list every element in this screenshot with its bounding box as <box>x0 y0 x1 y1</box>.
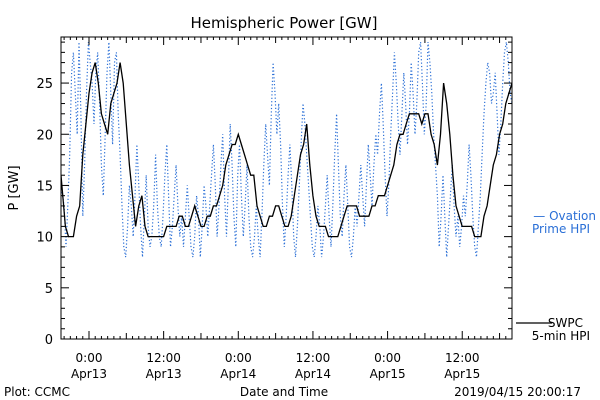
x-axis: 0:00 Apr13 12:00 Apr13 0:00 Apr14 12:00 Apr14 0:… <box>63 37 513 381</box>
series-layer <box>61 41 512 258</box>
series-line-swpc-hpi <box>61 62 512 238</box>
legend-ovation: — Ovation Prime HPI <box>532 209 596 236</box>
chart-title: Hemispheric Power [GW] <box>191 14 378 32</box>
x-tick-label-time: 12:00 <box>296 351 331 365</box>
plot-frame <box>60 36 513 340</box>
x-tick-label-time: 0:00 <box>76 351 103 365</box>
x-tick-label-date: Apr13 <box>146 367 182 381</box>
y-tick-label: 15 <box>36 179 53 194</box>
x-tick-label-time: 0:00 <box>225 351 252 365</box>
legend-swpc-line1: SWPC <box>548 316 583 330</box>
y-tick-label: 25 <box>36 77 53 92</box>
x-tick-label-date: Apr13 <box>71 367 107 381</box>
x-tick-label-date: Apr14 <box>220 367 256 381</box>
y-axis-label: P [GW] <box>7 165 22 210</box>
y-tick-label: 20 <box>36 128 53 143</box>
footer-timestamp: 2019/04/15 20:00:17 <box>454 385 581 399</box>
legend-swpc: SWPC 5-min HPI <box>516 316 590 343</box>
x-tick-label-date: Apr15 <box>444 367 480 381</box>
y-axis: 0 5 10 15 20 25 <box>36 41 512 348</box>
x-axis-label: Date and Time <box>240 385 328 399</box>
x-tick-label-time: 12:00 <box>146 351 181 365</box>
legend-swpc-line2: 5-min HPI <box>532 329 590 343</box>
series-line-ovation-prime-hpi <box>61 41 512 258</box>
footer-plot-credit: Plot: CCMC <box>4 385 70 399</box>
y-tick-label: 0 <box>45 333 53 348</box>
x-tick-label-time: 0:00 <box>374 351 401 365</box>
x-tick-label-date: Apr14 <box>295 367 331 381</box>
legend-ovation-line1: — Ovation <box>533 209 596 223</box>
x-tick-label-date: Apr15 <box>370 367 406 381</box>
y-tick-label: 5 <box>45 282 53 297</box>
x-tick-label-time: 12:00 <box>445 351 480 365</box>
legend-ovation-line2: Prime HPI <box>532 222 590 236</box>
y-tick-label: 10 <box>36 231 53 246</box>
